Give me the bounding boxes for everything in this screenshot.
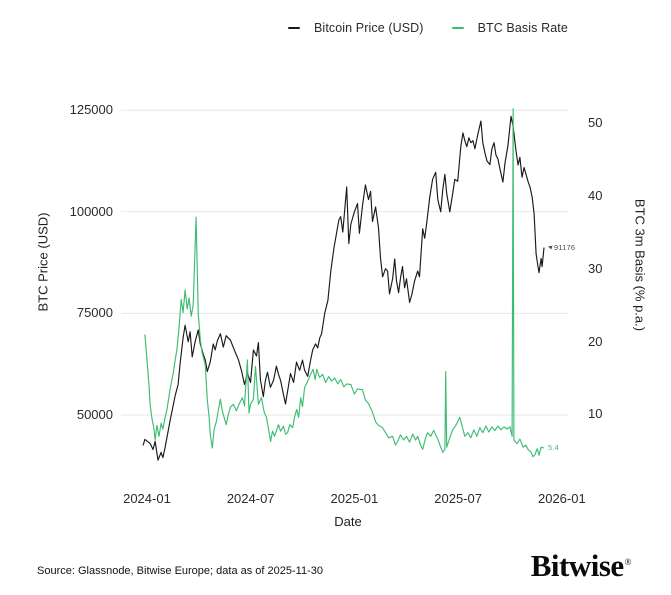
chart-legend: Bitcoin Price (USD) BTC Basis Rate bbox=[288, 21, 568, 35]
last-value-annotation-price: 91176 bbox=[547, 242, 576, 252]
x-tick-label: 2025-01 bbox=[330, 491, 379, 506]
y-right-tick-label: 40 bbox=[588, 188, 603, 204]
x-tick-label: 2025-07 bbox=[434, 491, 482, 506]
legend-item-bitcoin-price: Bitcoin Price (USD) bbox=[288, 21, 424, 35]
annotation-value: 5.4 bbox=[548, 442, 560, 452]
legend-item-basis-rate: BTC Basis Rate bbox=[451, 21, 568, 35]
x-tick-label: 2026-01 bbox=[537, 491, 586, 506]
y-left-tick-label: 100000 bbox=[69, 203, 113, 219]
source-attribution: Source: Glassnode, Bitwise Europe; data … bbox=[37, 565, 323, 577]
y-right-tick-label: 20 bbox=[588, 333, 603, 349]
x-tick-label: 2024-01 bbox=[123, 491, 171, 506]
plot-area bbox=[121, 108, 568, 461]
registered-trademark-icon: ® bbox=[624, 556, 632, 567]
y-left-tick-label: 50000 bbox=[76, 406, 113, 422]
annotation-value: 91176 bbox=[554, 242, 576, 252]
legend-label-basis-rate: BTC Basis Rate bbox=[477, 21, 568, 35]
basis-line-swatch-icon bbox=[451, 27, 464, 29]
series-line-basis bbox=[144, 108, 545, 458]
price-line-swatch-icon bbox=[288, 27, 300, 29]
y-right-tick-label: 10 bbox=[588, 406, 603, 422]
y-right-tick-label: 50 bbox=[588, 115, 603, 131]
left-axis-title: BTC Price (USD) bbox=[35, 212, 51, 312]
y-left-tick-label: 75000 bbox=[76, 305, 113, 321]
y-right-tick-label: 30 bbox=[588, 260, 603, 276]
series-line-price bbox=[142, 115, 545, 461]
legend-label-bitcoin-price: Bitcoin Price (USD) bbox=[314, 21, 424, 35]
right-axis-title: BTC 3m Basis (% p.a.) bbox=[632, 198, 648, 332]
bitwise-logo-text: Bitwise bbox=[530, 548, 624, 583]
y-left-tick-label: 125000 bbox=[69, 102, 113, 118]
x-tick-label: 2024-07 bbox=[226, 491, 275, 506]
last-value-annotation-basis: 5.4 bbox=[548, 443, 559, 452]
annotation-arrow-icon bbox=[547, 244, 553, 250]
bitwise-logo: Bitwise® bbox=[530, 548, 632, 584]
x-axis-title: Date bbox=[334, 514, 362, 529]
